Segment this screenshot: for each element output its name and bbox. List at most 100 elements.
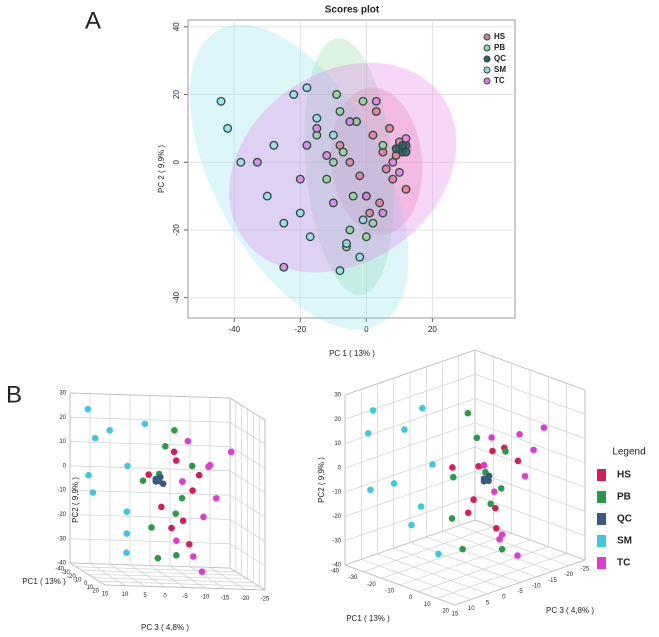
y-tick-label: 20 <box>334 417 341 423</box>
point <box>312 113 322 123</box>
y-tick-label: -40 <box>332 563 341 569</box>
point <box>173 537 180 545</box>
legend-marker <box>483 33 491 41</box>
point <box>85 471 92 479</box>
point <box>401 134 411 143</box>
z-axis-label: PC1 ( 13% ) <box>22 577 66 586</box>
point <box>473 434 481 442</box>
grid-line <box>436 553 567 599</box>
x-tick-label: -10 <box>532 583 541 589</box>
x-tick-label: -25 <box>581 567 590 573</box>
x-tick-label: 0 <box>364 325 369 334</box>
point <box>335 106 345 116</box>
point <box>345 157 355 167</box>
point <box>328 130 338 140</box>
point <box>514 552 521 559</box>
point <box>368 218 378 228</box>
x-tick-label: 5 <box>143 593 147 599</box>
point <box>335 266 345 276</box>
grid-line <box>381 533 512 579</box>
point <box>355 171 365 181</box>
legend-label: QC <box>617 514 632 525</box>
grid-line <box>69 489 231 496</box>
point <box>106 427 113 434</box>
x-tick-label: 0 <box>163 593 167 599</box>
point <box>123 530 131 537</box>
y-tick-label: 10 <box>59 439 66 445</box>
x-tick-label: 0 <box>502 595 506 601</box>
point <box>252 157 262 167</box>
x-tick-label: 10 <box>468 606 475 612</box>
point <box>498 531 506 538</box>
legend-marker <box>483 66 491 74</box>
legend-marker <box>483 55 491 63</box>
point <box>418 404 426 412</box>
point <box>162 443 169 450</box>
panel-label: B <box>6 381 22 408</box>
z-tick-label: 10 <box>424 602 431 608</box>
point <box>342 239 351 248</box>
point <box>295 174 305 184</box>
x-tick-label: 5 <box>486 600 490 606</box>
point <box>530 446 537 454</box>
y-axis-label: PC 2 ( 9,9% ) <box>157 145 166 193</box>
x-axis-label: PC 1 ( 13% ) <box>329 349 375 358</box>
point <box>390 480 398 487</box>
point <box>378 140 388 150</box>
point <box>401 184 411 194</box>
point <box>322 151 332 160</box>
z-tick-label: -30 <box>349 575 358 581</box>
point <box>84 405 92 413</box>
y-tick-label: 20 <box>59 415 66 421</box>
z-tick-label: -20 <box>367 582 376 588</box>
y-tick-label: -20 <box>332 514 341 520</box>
point <box>369 407 377 414</box>
point <box>305 232 315 242</box>
legend-marker <box>483 77 491 85</box>
point <box>195 471 203 479</box>
z-tick-label: -40 <box>330 569 339 575</box>
point <box>487 500 494 508</box>
legend-marker <box>597 513 606 525</box>
point <box>448 515 456 522</box>
x-tick-label: -15 <box>548 578 557 584</box>
point <box>279 262 289 272</box>
y-axis-label: PC2 ( 9,9% ) <box>71 477 80 523</box>
grid-line <box>344 446 476 493</box>
z-tick-label: 20 <box>442 609 449 615</box>
point <box>188 462 196 470</box>
point <box>492 504 499 512</box>
point <box>89 489 97 496</box>
x-tick-label: -5 <box>517 589 523 595</box>
legend-label: PB <box>494 43 505 52</box>
x-tick-label: -10 <box>201 595 210 601</box>
point <box>172 457 180 464</box>
z-tick-label: -10 <box>385 589 394 595</box>
point <box>348 191 358 201</box>
point <box>464 409 472 417</box>
point <box>190 553 197 560</box>
x-tick-label: -40 <box>228 325 240 334</box>
point <box>168 524 175 532</box>
grid-line <box>344 422 476 469</box>
point <box>361 232 371 242</box>
point <box>345 117 355 127</box>
y-tick-label: -20 <box>172 224 181 236</box>
point <box>502 448 509 455</box>
x-tick-label: 15 <box>102 592 109 598</box>
point <box>178 494 186 502</box>
point <box>158 503 165 511</box>
grid-line <box>93 577 254 583</box>
point <box>223 123 233 133</box>
z-tick-label: -20 <box>67 574 76 580</box>
y-tick-label: -40 <box>172 291 181 303</box>
point <box>516 431 523 438</box>
point <box>417 503 425 510</box>
point <box>497 485 505 492</box>
point <box>328 157 338 167</box>
point <box>358 215 368 225</box>
point <box>189 487 196 494</box>
point <box>123 508 131 516</box>
point <box>124 462 131 470</box>
grid-line <box>99 581 260 587</box>
